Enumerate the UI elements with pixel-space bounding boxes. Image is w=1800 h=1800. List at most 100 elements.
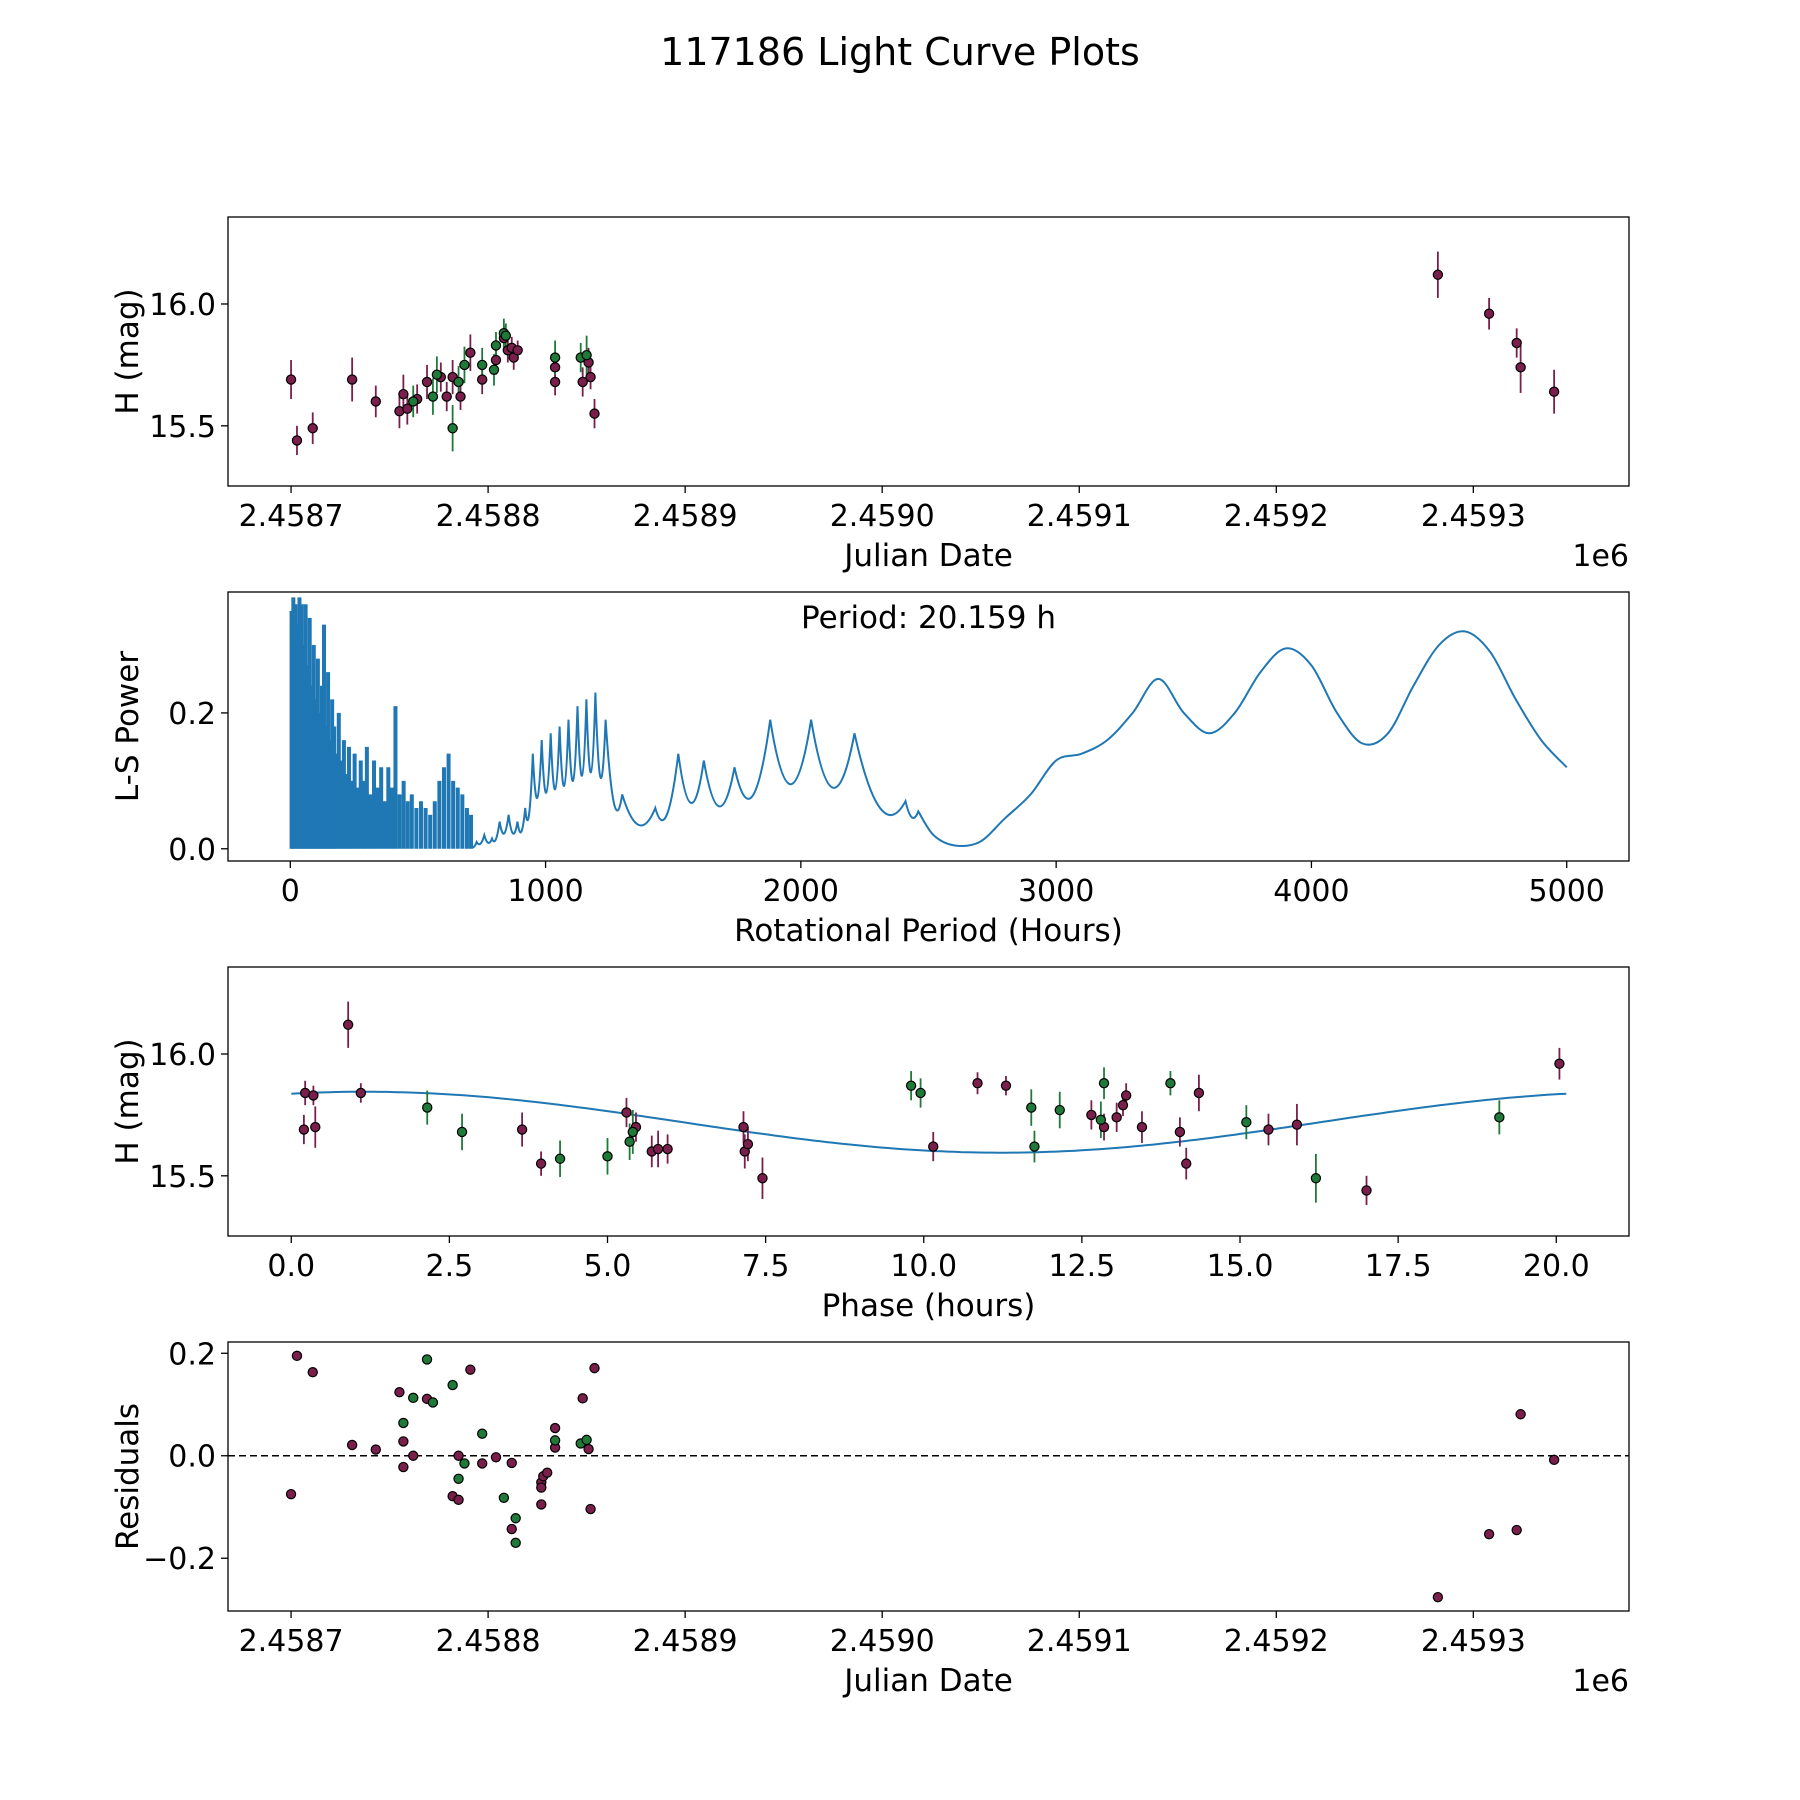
lightcurve-point-maroon bbox=[1511, 337, 1522, 349]
lightcurve-point-maroon bbox=[307, 423, 318, 434]
periodogram-power-curve bbox=[471, 630, 1568, 849]
residuals-x-tick-label: 2.4589 bbox=[633, 1624, 738, 1659]
phased-x-tick-label: 0.0 bbox=[267, 1249, 315, 1284]
residuals-point-maroon bbox=[1483, 1528, 1495, 1540]
lightcurve-y-tick-label: 15.5 bbox=[149, 410, 216, 445]
phased-point-maroon bbox=[308, 1090, 319, 1101]
lightcurve-panel: 2.4587 2.4588 2.4589 2.4590 2.4591 2.4592 2.45… bbox=[110, 216, 1630, 574]
lightcurve-x-offset-label: 1e6 bbox=[1572, 539, 1629, 574]
residuals-x-tick-label: 2.4593 bbox=[1421, 1624, 1526, 1659]
lightcurve-x-tick-label: 2.4590 bbox=[830, 499, 935, 534]
phased-x-tick-label: 2.5 bbox=[426, 1249, 474, 1284]
phased-x-tick-label: 10.0 bbox=[890, 1249, 957, 1284]
lightcurve-point-maroon bbox=[1548, 386, 1560, 397]
residuals-point-maroon bbox=[408, 1450, 419, 1461]
residuals-point-green bbox=[581, 1434, 592, 1446]
residuals-point-green bbox=[510, 1537, 521, 1549]
phased-point-maroon bbox=[1554, 1058, 1565, 1069]
residuals-point-maroon bbox=[453, 1450, 464, 1461]
phased-point-maroon bbox=[972, 1078, 983, 1089]
residuals-point-maroon bbox=[583, 1443, 594, 1455]
residuals-point-green bbox=[510, 1513, 521, 1524]
lightcurve-point-green bbox=[490, 340, 502, 351]
periodogram-period-annotation: Period: 20.159 h bbox=[801, 600, 1056, 636]
lightcurve-x-tick-label: 2.4588 bbox=[436, 499, 541, 534]
phased-point-green bbox=[1241, 1117, 1252, 1128]
lightcurve-point-maroon bbox=[1432, 269, 1444, 280]
lightcurve-axes-frame bbox=[227, 216, 1630, 487]
residuals-point-maroon bbox=[285, 1488, 297, 1500]
phased-point-green bbox=[905, 1080, 917, 1091]
phased-point-green bbox=[1310, 1173, 1322, 1184]
residuals-x-offset-label: 1e6 bbox=[1572, 1664, 1629, 1699]
residuals-panel: 2.4587 2.4588 2.4589 2.4590 2.4591 2.4592 2.45… bbox=[110, 1337, 1630, 1699]
figure-title: 117186 Light Curve Plots bbox=[660, 30, 1140, 74]
phased-point-green bbox=[554, 1153, 566, 1164]
residuals-x-tick-label: 2.4587 bbox=[239, 1624, 344, 1659]
lightcurve-point-maroon bbox=[1515, 362, 1526, 373]
lightcurve-point-green bbox=[500, 330, 512, 341]
residuals-x-tick-label: 2.4592 bbox=[1224, 1624, 1329, 1659]
residuals-y-tick-label: 0.0 bbox=[168, 1440, 216, 1475]
lightcurve-point-green bbox=[453, 376, 464, 388]
phased-point-maroon bbox=[652, 1143, 664, 1155]
phased-x-tick-label: 15.0 bbox=[1207, 1249, 1274, 1284]
lightcurve-point-green bbox=[408, 396, 419, 407]
lightcurve-point-maroon bbox=[465, 347, 476, 358]
lightcurve-point-maroon bbox=[589, 408, 600, 419]
residuals-point-green bbox=[398, 1417, 409, 1429]
residuals-point-maroon bbox=[536, 1499, 547, 1510]
residuals-point-green bbox=[453, 1473, 464, 1485]
residuals-point-maroon bbox=[1511, 1524, 1522, 1536]
residuals-point-green bbox=[459, 1458, 470, 1469]
phased-y-axis-label: H (mag) bbox=[110, 1038, 146, 1164]
residuals-point-maroon bbox=[291, 1350, 303, 1362]
phased-point-green bbox=[915, 1087, 926, 1099]
phased-point-green bbox=[1054, 1104, 1065, 1116]
lightcurve-point-green bbox=[581, 349, 592, 361]
phased-point-maroon bbox=[1291, 1119, 1303, 1130]
periodogram-y-axis-label: L-S Power bbox=[110, 651, 146, 802]
phased-point-maroon bbox=[310, 1121, 321, 1133]
residuals-point-maroon bbox=[589, 1362, 600, 1374]
phased-point-maroon bbox=[342, 1019, 354, 1030]
residuals-point-maroon bbox=[1432, 1591, 1444, 1603]
residuals-x-tick-label: 2.4588 bbox=[436, 1624, 541, 1659]
residuals-point-maroon bbox=[542, 1467, 553, 1478]
phased-point-green bbox=[1494, 1112, 1505, 1123]
residuals-point-maroon bbox=[490, 1452, 502, 1463]
residuals-point-maroon bbox=[1515, 1409, 1526, 1420]
residuals-point-green bbox=[549, 1435, 561, 1446]
residuals-y-tick-label: 0.2 bbox=[168, 1337, 216, 1372]
lightcurve-point-maroon bbox=[455, 391, 466, 402]
residuals-axes-frame bbox=[227, 1341, 1630, 1612]
residuals-x-tick-label: 2.4591 bbox=[1027, 1624, 1132, 1659]
phased-point-maroon bbox=[1086, 1109, 1097, 1121]
lightcurve-point-maroon bbox=[512, 345, 523, 356]
residuals-point-green bbox=[447, 1379, 458, 1391]
phased-point-maroon bbox=[1193, 1087, 1205, 1099]
residuals-point-maroon bbox=[585, 1503, 596, 1515]
phased-point-maroon bbox=[1111, 1112, 1122, 1123]
phased-model-curve bbox=[291, 1090, 1567, 1154]
lightcurve-point-maroon bbox=[490, 354, 502, 366]
periodogram-y-tick-label: 0.0 bbox=[168, 833, 216, 868]
phased-point-maroon bbox=[738, 1121, 749, 1133]
phased-point-green bbox=[422, 1102, 433, 1113]
lightcurve-point-maroon bbox=[1483, 308, 1495, 319]
phased-point-green bbox=[627, 1126, 639, 1138]
lightcurve-point-green bbox=[431, 369, 443, 380]
residuals-point-maroon bbox=[398, 1461, 409, 1473]
periodogram-x-tick-label: 3000 bbox=[1018, 874, 1094, 909]
phased-point-green bbox=[1098, 1078, 1110, 1089]
phased-point-maroon bbox=[1117, 1099, 1129, 1111]
lightcurve-point-maroon bbox=[585, 371, 596, 383]
periodogram-x-tick-label: 5000 bbox=[1529, 874, 1605, 909]
phased-point-maroon bbox=[621, 1107, 632, 1118]
phased-axes-frame bbox=[227, 966, 1630, 1237]
phased-panel: 0.0 2.5 5.0 7.5 10.0 12.5 15.0 17.5 20.0 15.5 16.0… bbox=[110, 966, 1630, 1324]
lightcurve-point-maroon bbox=[549, 362, 561, 373]
lightcurve-point-green bbox=[549, 352, 561, 363]
phased-y-tick-label: 16.0 bbox=[149, 1038, 216, 1073]
